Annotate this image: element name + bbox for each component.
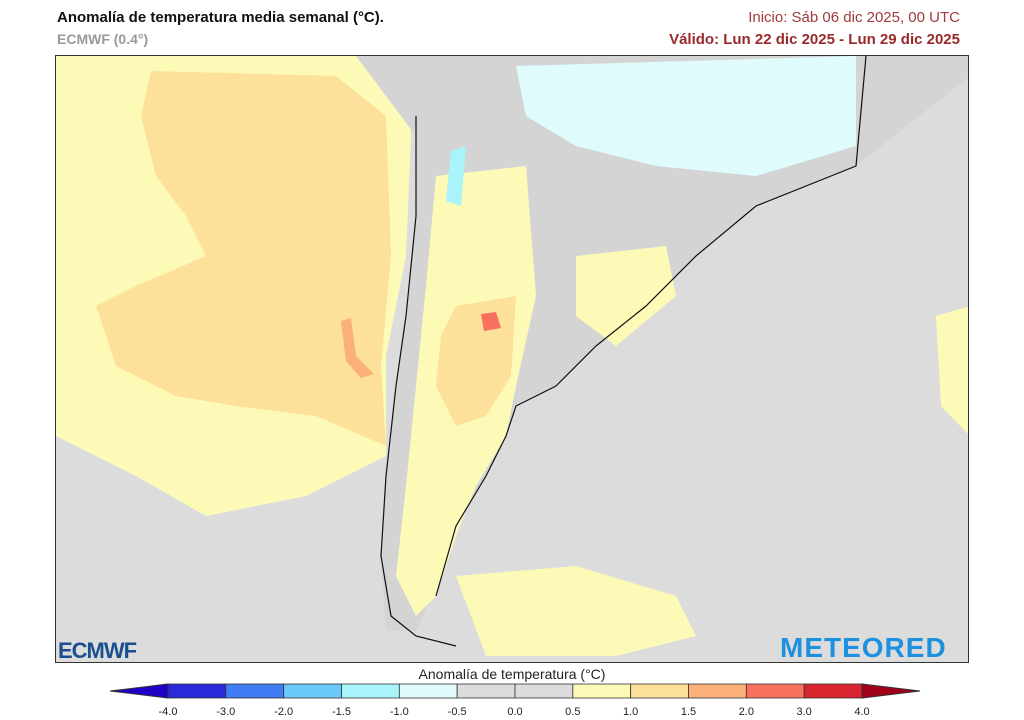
colorbar-tick-label: -1.5 [332,706,351,718]
colorbar-segment [341,683,400,699]
colorbar-segment [398,683,458,699]
colorbar-segment [803,683,863,699]
colorbar-segment [283,683,342,699]
colorbar-segment [167,683,227,699]
south-atlantic-warm-area [456,566,696,656]
model-label: ECMWF (0.4°) [57,31,149,47]
colorbar-tick-label: 1.5 [680,706,697,718]
colorbar-tick-label: 4.0 [854,706,870,718]
colorbar-tick-label: -4.0 [158,706,178,718]
valid-period: Válido: Lun 22 dic 2025 - Lun 29 dic 202… [669,31,960,48]
anomaly-map [55,55,969,663]
colorbar-under-arrow [109,683,169,699]
colorbar-tick-label: -2.0 [274,706,294,718]
colorbar-tick-label: -3.0 [216,706,236,718]
colorbar-segment [688,683,747,699]
colorbar-segment [514,683,574,699]
init-time: Inicio: Sáb 06 dic 2025, 00 UTC [748,9,960,26]
colorbar-segment [456,683,516,699]
colorbar [109,683,921,699]
colorbar-segment [630,683,689,699]
coastline [380,56,867,647]
east-atlantic-warm-area [936,306,968,434]
pacific-hot-spot [341,318,374,378]
colorbar-over-arrow [861,683,921,699]
colorbar-tick-label: -1.0 [389,706,409,718]
colorbar-segment [745,683,805,699]
argentina-hot-spot [481,312,501,331]
colorbar-title: Anomalía de temperatura (°C) [418,666,606,682]
colorbar-tick-label: 2.0 [738,706,754,718]
map-canvas [56,56,968,656]
map-title: Anomalía de temperatura media semanal (°… [57,9,384,26]
colorbar-tick-label: 1.0 [623,706,639,718]
ecmwf-logo: ECMWF [58,638,137,663]
andes-cool-area [446,146,466,206]
pacific-warm-core [96,71,391,446]
meteored-logo: METEORED [780,632,947,663]
colorbar-segment [225,683,285,699]
brazil-cool-area [516,56,856,176]
colorbar-tick-label: 3.0 [796,706,812,718]
uruguay-warm-area [576,246,676,346]
colorbar-tick-label: 0.0 [507,706,523,718]
colorbar-segment [572,683,632,699]
colorbar-tick-label: 0.5 [565,706,581,718]
colorbar-tick-label: -0.5 [447,706,467,718]
